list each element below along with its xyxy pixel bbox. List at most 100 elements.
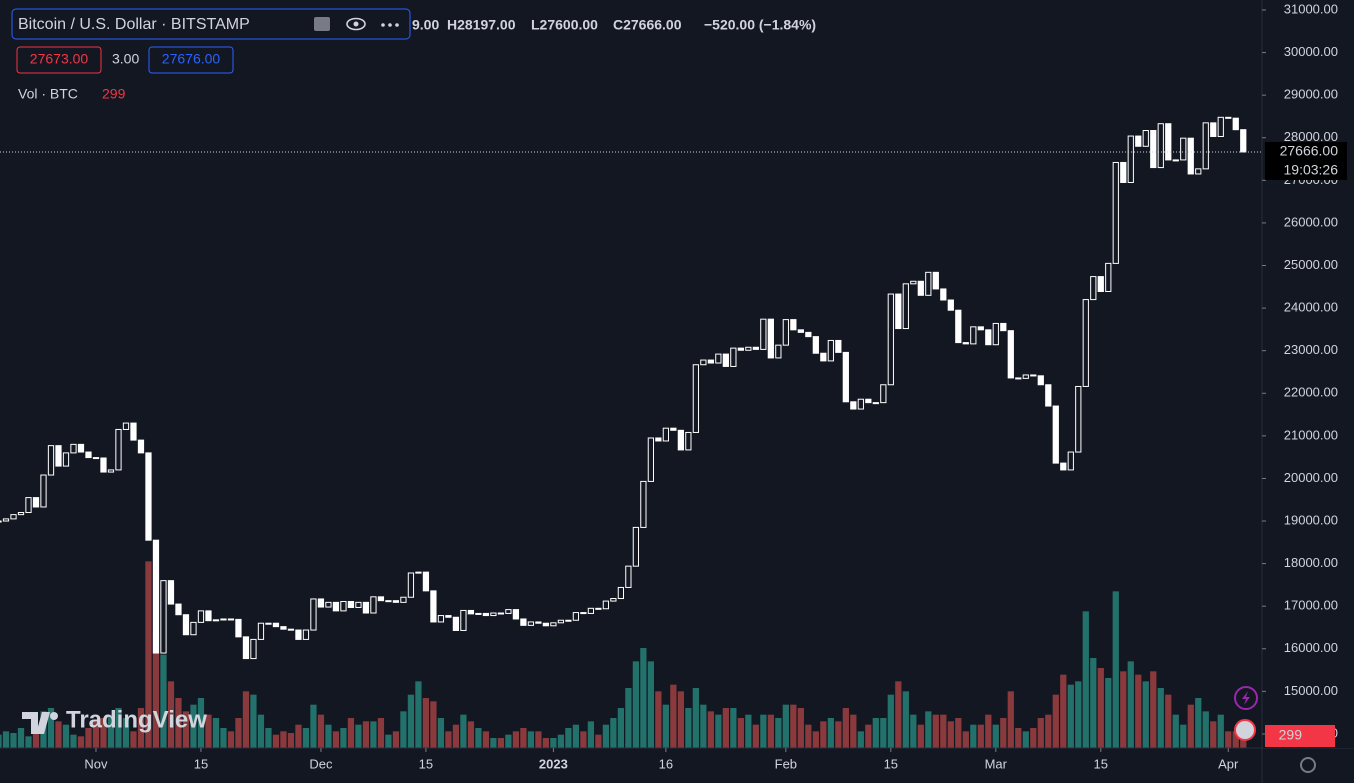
x-tick-label: 2023 xyxy=(539,756,568,771)
x-tick-label: Feb xyxy=(775,756,797,771)
candle xyxy=(1030,374,1037,377)
candle xyxy=(17,512,25,516)
candle xyxy=(1060,462,1067,471)
candle xyxy=(1037,375,1044,386)
volume-bar xyxy=(77,736,85,748)
candle xyxy=(1082,299,1089,387)
candle xyxy=(812,336,819,354)
volume-bar xyxy=(85,728,92,748)
y-tick-label: 17000.00 xyxy=(1284,598,1338,613)
candle xyxy=(625,565,632,588)
x-tick-label: Mar xyxy=(985,756,1008,771)
volume-bar xyxy=(1052,694,1059,748)
candle xyxy=(1217,116,1224,137)
volume-bar xyxy=(1007,691,1014,748)
candle xyxy=(835,339,842,353)
candle xyxy=(212,619,220,622)
candle xyxy=(767,318,774,359)
volume-bar xyxy=(895,681,902,748)
candle xyxy=(362,601,370,614)
candle xyxy=(385,600,392,603)
symbol-title: Bitcoin / U.S. Dollar · BITSTAMP xyxy=(18,16,250,33)
volume-bar xyxy=(557,734,565,748)
volume-bar xyxy=(970,724,977,748)
watermark: TradingView xyxy=(22,706,207,734)
watermark-text: TradingView xyxy=(66,706,207,733)
candle xyxy=(1172,159,1179,162)
candle xyxy=(1195,168,1202,175)
settings-icon[interactable] xyxy=(1300,757,1316,773)
y-tick-label: 20000.00 xyxy=(1284,470,1338,485)
volume-bar xyxy=(737,718,744,748)
volume-bar xyxy=(947,721,954,748)
symbol-box[interactable] xyxy=(11,8,411,40)
candle xyxy=(1127,135,1134,183)
candle xyxy=(587,607,595,614)
candle xyxy=(700,359,707,366)
candle xyxy=(557,619,565,624)
candle xyxy=(175,603,182,616)
volume-bar xyxy=(542,738,550,748)
volume-bar xyxy=(662,704,669,748)
more-icon[interactable] xyxy=(381,23,399,27)
candle xyxy=(190,621,197,636)
ask: 27676.00 xyxy=(162,51,221,67)
volume-bar xyxy=(1157,688,1164,748)
economic-flag[interactable] xyxy=(1234,719,1256,741)
volume-bar xyxy=(17,728,25,748)
candle xyxy=(25,497,32,514)
candle xyxy=(760,318,767,350)
volume-bar xyxy=(1120,671,1127,748)
candle xyxy=(1015,377,1022,380)
candle xyxy=(332,601,340,612)
candle xyxy=(340,601,347,612)
bid-box[interactable] xyxy=(16,46,102,74)
y-tick-label: 15000.00 xyxy=(1284,683,1338,698)
eye-icon[interactable] xyxy=(346,17,366,31)
candle xyxy=(842,351,849,403)
candle xyxy=(1225,116,1232,119)
alert-icon[interactable] xyxy=(1234,686,1258,710)
volume-bar xyxy=(317,714,325,748)
flag-icon[interactable] xyxy=(314,17,330,31)
volume-bar xyxy=(475,728,482,748)
volume-bar xyxy=(1240,738,1247,748)
candle xyxy=(107,469,115,473)
candle xyxy=(1202,122,1209,170)
volume-bar xyxy=(625,688,632,748)
candle xyxy=(77,443,85,453)
volume-bar xyxy=(655,691,662,748)
candle xyxy=(497,612,505,615)
volume-bar xyxy=(1030,728,1037,748)
volume-bar xyxy=(167,681,175,748)
volume-bar xyxy=(940,714,947,748)
volume-bar xyxy=(1015,728,1022,748)
volume-bar xyxy=(797,708,804,748)
volume-bar xyxy=(632,661,639,748)
candle xyxy=(55,445,62,467)
volume-bar xyxy=(437,718,445,748)
ask-box[interactable] xyxy=(148,46,234,74)
volume-bar xyxy=(227,731,235,748)
ohlc-change: −520.00 (−1.84%) xyxy=(704,17,816,33)
volume-bar xyxy=(865,724,872,748)
candle xyxy=(205,610,212,622)
candle xyxy=(400,596,407,603)
candle xyxy=(985,329,992,346)
volume-bar xyxy=(385,734,392,748)
spread: 3.00 xyxy=(112,51,139,67)
volume-bar xyxy=(362,721,370,748)
volume-bar xyxy=(0,734,2,748)
volume-bar xyxy=(220,728,227,748)
candle xyxy=(932,271,939,290)
candle xyxy=(910,280,917,285)
candle xyxy=(197,610,205,623)
candle xyxy=(1105,262,1112,292)
candle xyxy=(47,445,55,476)
x-tick-label: Nov xyxy=(84,756,108,771)
volume-last: 299 xyxy=(102,86,126,102)
candle xyxy=(70,443,77,454)
volume-bar xyxy=(280,731,287,748)
candle xyxy=(535,621,542,624)
